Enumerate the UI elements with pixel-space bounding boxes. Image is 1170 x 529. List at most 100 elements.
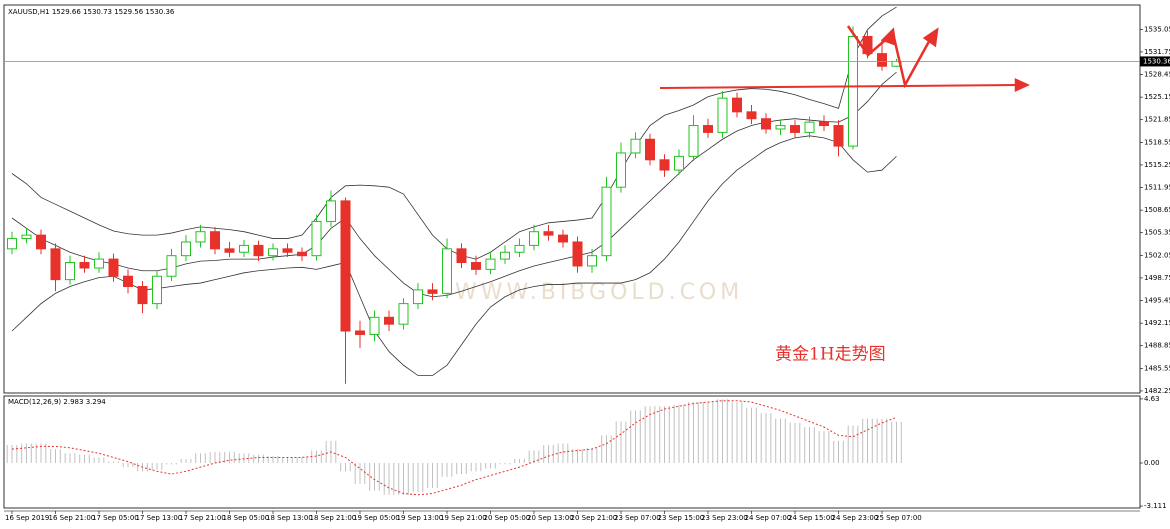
- candle-body: [340, 200, 351, 332]
- y-tick-label: 1525.15: [1144, 93, 1170, 101]
- macd-panel: [3, 395, 1141, 509]
- candle-body: [775, 125, 786, 130]
- y-tick-label: 1531.75: [1144, 48, 1170, 56]
- candle-body: [79, 262, 90, 269]
- candle-body: [761, 118, 771, 130]
- support-line: [659, 84, 1019, 89]
- candle-body: [601, 186, 612, 257]
- candle-body: [804, 121, 815, 133]
- plot: 1535.05 1531.75 1528.45 1525.15 1521.85 1518.…: [4, 6, 1170, 522]
- y-tick-label: -3.111: [1144, 502, 1167, 510]
- signal-line: [11, 400, 897, 496]
- candle-body: [36, 234, 46, 250]
- candle-body: [355, 330, 365, 335]
- candle-body: [152, 275, 162, 305]
- candle-body: [398, 303, 409, 325]
- x-tick-label: 23 Sep 07:00: [614, 514, 661, 522]
- x-tick-label: 20 Sep 05:00: [484, 514, 531, 522]
- candle-body: [529, 231, 539, 246]
- candle-body: [181, 241, 191, 257]
- candle-body: [485, 258, 496, 270]
- symbol: XAUUSD,H1 1529.66 1530.73 1529.56 1530.3…: [8, 8, 175, 16]
- arrow-head: [880, 27, 897, 46]
- x-tick-label: 19 Sep 13:00: [397, 514, 444, 522]
- candle-body: [833, 125, 844, 147]
- candle-body: [239, 244, 249, 253]
- y-tick-label: 1498.75: [1144, 274, 1170, 282]
- candle-body: [572, 241, 583, 267]
- candle-body: [630, 138, 641, 154]
- watermark-text: WWW.BIBGOLD.COM: [455, 280, 743, 305]
- y-tick-label: 1515.25: [1144, 161, 1170, 169]
- candle-body: [311, 220, 322, 257]
- candle-body: [587, 255, 597, 267]
- candle-body: [326, 200, 336, 222]
- candle-body: [471, 262, 481, 270]
- x-tick-label: 17 Sep 05:00: [92, 514, 139, 522]
- candle-body: [413, 289, 423, 305]
- x-tick-label: 24 Sep 23:00: [832, 514, 879, 522]
- candle-body: [94, 258, 104, 269]
- x-tick-label: 25 Sep 07:00: [875, 514, 922, 522]
- y-tick-label: 1518.55: [1144, 138, 1170, 146]
- ohlc: 1529.56: [114, 8, 143, 16]
- candle-body: [442, 248, 452, 294]
- candle-body: [717, 97, 728, 133]
- x-tick-label: 16 Sep 21:00: [49, 514, 96, 522]
- candle-body: [877, 53, 887, 67]
- y-tick-label: 1511.95: [1144, 184, 1170, 192]
- candle-body: [616, 152, 626, 188]
- candle-body: [674, 155, 684, 171]
- candle-body: [703, 125, 713, 133]
- x-tick-label: 23 Sep 15:00: [658, 514, 705, 522]
- macd-name: MACD(12,26,9): [8, 398, 61, 406]
- y-tick-label: 1521.85: [1144, 116, 1170, 124]
- x-tick-label: 20 Sep 13:00: [527, 514, 574, 522]
- candle-body: [123, 275, 133, 287]
- candle-body: [819, 121, 829, 127]
- x-tick-label: 24 Sep 15:00: [788, 514, 835, 522]
- candle-body: [558, 234, 568, 243]
- y-tick-label: 1485.55: [1144, 364, 1170, 372]
- candle-body: [514, 244, 525, 253]
- arrow-head: [922, 27, 939, 48]
- ohlc: 1530.36: [145, 8, 174, 16]
- bollinger-band: [11, 71, 897, 298]
- x-tick-label: 18 Sep 05:00: [223, 514, 270, 522]
- zigzag: [891, 32, 934, 89]
- x-tick-label: 17 Sep 21:00: [179, 514, 226, 522]
- y-tick-label: 1495.45: [1144, 297, 1170, 305]
- candle-body: [427, 289, 438, 294]
- y-tick-label: 0.00: [1144, 459, 1160, 467]
- price-panel: [3, 4, 1141, 394]
- y-tick-label: 1535.05: [1144, 25, 1170, 33]
- x-tick-label: 19 Sep 05:00: [353, 514, 400, 522]
- candle-body: [224, 248, 235, 253]
- y-tick-label: 1482.25: [1144, 387, 1170, 395]
- y-tick-label: 1505.35: [1144, 229, 1170, 237]
- candle-body: [732, 97, 742, 113]
- candle-body: [108, 258, 119, 277]
- candle-body: [282, 248, 293, 253]
- candle-body: [166, 255, 177, 277]
- bollinger-band: [11, 6, 897, 260]
- price-label-box: [1140, 56, 1170, 67]
- candle-body: [210, 231, 220, 250]
- candle-body: [790, 125, 800, 133]
- macd-value: 3.294: [86, 398, 107, 406]
- candle-body: [369, 316, 380, 335]
- x-tick-label: 23 Sep 23:00: [701, 514, 748, 522]
- candle-body: [688, 125, 699, 157]
- arrow-head: [1014, 78, 1031, 92]
- macd-title: MACD(12,26,9) 2.983 3.294: [8, 398, 106, 406]
- candle-body: [7, 238, 17, 250]
- candle-body: [268, 248, 278, 257]
- candle-body: [137, 285, 148, 305]
- watermark: WWW.BIBGOLD.COM: [455, 280, 743, 305]
- y-tick-label: 1488.85: [1144, 342, 1170, 350]
- candle-body: [253, 244, 264, 257]
- y-tick-label: 1528.45: [1144, 71, 1170, 79]
- candle-body: [746, 111, 757, 120]
- x-tick-label: 19 Sep 21:00: [440, 514, 487, 522]
